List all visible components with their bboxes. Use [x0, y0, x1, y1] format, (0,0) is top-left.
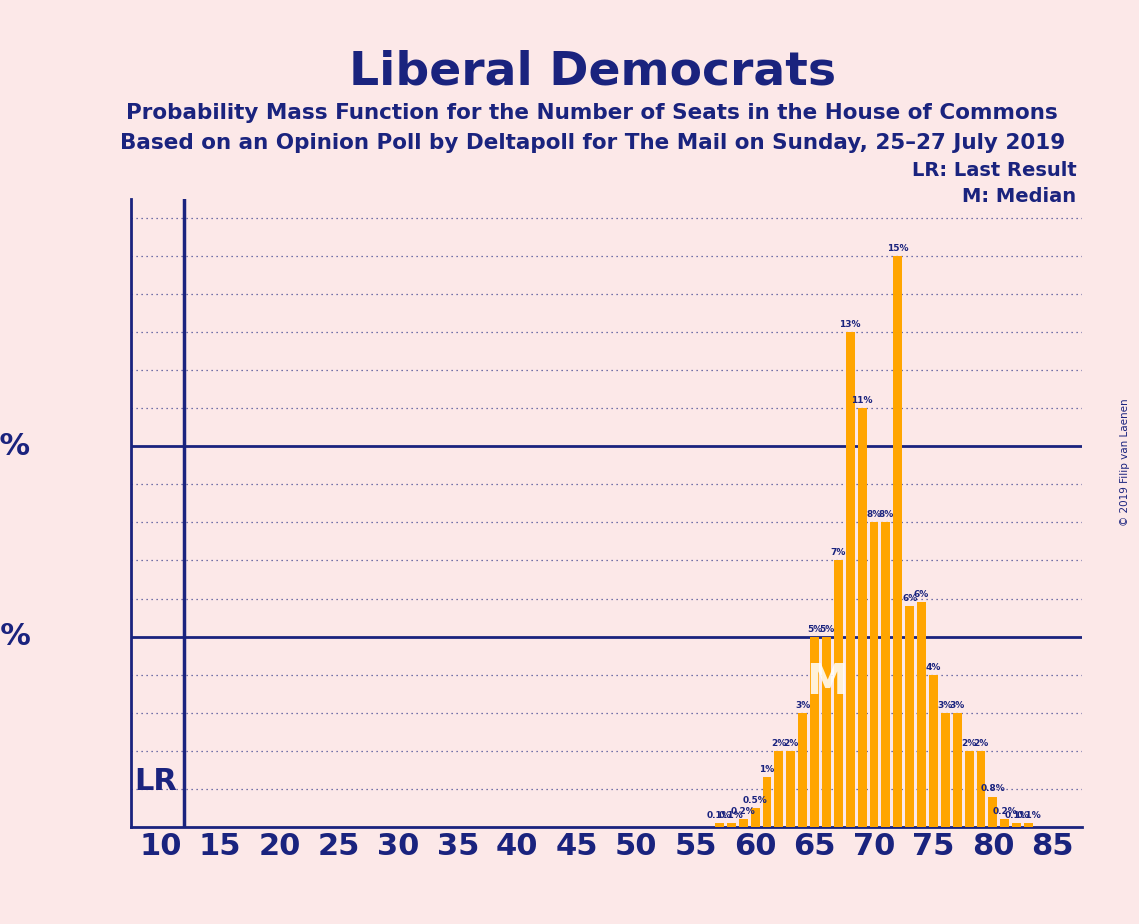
- Text: 0.2%: 0.2%: [731, 808, 755, 816]
- Text: 0.2%: 0.2%: [992, 808, 1017, 816]
- Bar: [929, 675, 937, 827]
- Text: 0.1%: 0.1%: [1016, 811, 1041, 821]
- Text: 8%: 8%: [867, 510, 882, 519]
- Bar: [1024, 823, 1033, 827]
- Text: Based on an Opinion Poll by Deltapoll for The Mail on Sunday, 25–27 July 2019: Based on an Opinion Poll by Deltapoll fo…: [120, 133, 1065, 153]
- Text: 0.8%: 0.8%: [981, 784, 1006, 794]
- Text: 1%: 1%: [760, 765, 775, 774]
- Bar: [989, 796, 998, 827]
- Text: M: M: [805, 662, 847, 703]
- Bar: [834, 561, 843, 827]
- Bar: [846, 332, 854, 827]
- Text: 3%: 3%: [795, 700, 810, 710]
- Bar: [762, 777, 771, 827]
- Text: Liberal Democrats: Liberal Democrats: [349, 50, 836, 94]
- Bar: [715, 823, 724, 827]
- Text: 0.1%: 0.1%: [719, 811, 744, 821]
- Bar: [751, 808, 760, 827]
- Bar: [893, 256, 902, 827]
- Bar: [1000, 820, 1009, 827]
- Bar: [739, 820, 747, 827]
- Bar: [941, 712, 950, 827]
- Text: LR: LR: [134, 767, 178, 796]
- Text: 0.1%: 0.1%: [1005, 811, 1029, 821]
- Text: 2%: 2%: [974, 739, 989, 748]
- Text: 5%: 5%: [0, 622, 31, 651]
- Text: 15%: 15%: [887, 244, 909, 253]
- Bar: [882, 522, 891, 827]
- Text: 2%: 2%: [771, 739, 787, 748]
- Text: 5%: 5%: [819, 625, 834, 634]
- Bar: [917, 602, 926, 827]
- Text: 2%: 2%: [961, 739, 977, 748]
- Bar: [1013, 823, 1022, 827]
- Bar: [775, 751, 784, 827]
- Bar: [727, 823, 736, 827]
- Bar: [869, 522, 878, 827]
- Text: 10%: 10%: [0, 432, 31, 461]
- Bar: [965, 751, 974, 827]
- Text: 3%: 3%: [937, 700, 953, 710]
- Text: 6%: 6%: [913, 590, 929, 600]
- Text: M: Median: M: Median: [962, 188, 1076, 206]
- Text: 8%: 8%: [878, 510, 893, 519]
- Text: 3%: 3%: [950, 700, 965, 710]
- Text: 6%: 6%: [902, 594, 917, 603]
- Bar: [786, 751, 795, 827]
- Text: 4%: 4%: [926, 663, 941, 672]
- Text: 5%: 5%: [806, 625, 822, 634]
- Text: 0.5%: 0.5%: [743, 796, 768, 805]
- Text: © 2019 Filip van Laenen: © 2019 Filip van Laenen: [1121, 398, 1130, 526]
- Bar: [798, 712, 808, 827]
- Text: 2%: 2%: [784, 739, 798, 748]
- Text: 13%: 13%: [839, 320, 861, 329]
- Bar: [810, 637, 819, 827]
- Text: 11%: 11%: [851, 396, 872, 405]
- Bar: [858, 408, 867, 827]
- Bar: [952, 712, 961, 827]
- Text: 7%: 7%: [830, 548, 846, 557]
- Bar: [906, 606, 915, 827]
- Bar: [976, 751, 985, 827]
- Text: Probability Mass Function for the Number of Seats in the House of Commons: Probability Mass Function for the Number…: [126, 103, 1058, 123]
- Text: 0.1%: 0.1%: [707, 811, 732, 821]
- Text: LR: Last Result: LR: Last Result: [911, 162, 1076, 180]
- Bar: [822, 637, 831, 827]
